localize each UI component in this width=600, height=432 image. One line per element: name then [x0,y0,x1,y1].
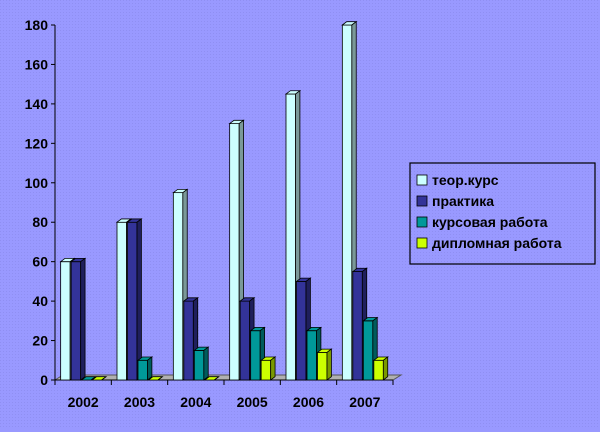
bar-front [193,350,205,381]
bar [203,376,220,381]
legend-swatch [416,216,428,228]
legend-label: курсовая работа [432,214,548,230]
bar-front [60,261,71,381]
y-tick-label: 160 [25,56,49,72]
legend-item: теор.курс [416,172,499,188]
bar-side [382,356,389,381]
bar-front [116,221,127,381]
bar [316,348,333,381]
bar-front [229,123,240,381]
bar-side [326,348,332,381]
legend-item: дипломная работа [416,235,562,251]
legend-item: практика [416,193,494,209]
y-tick-label: 80 [32,214,48,230]
bar-side [270,356,276,381]
bar [193,346,210,381]
y-tick-label: 140 [25,96,49,112]
x-tick-label: 2003 [124,394,155,410]
bar-side [214,376,219,381]
y-tick-label: 40 [32,293,48,309]
x-tick-label: 2004 [180,394,211,410]
bar [259,356,277,381]
bar-front [172,192,184,381]
bar-side [136,218,142,381]
legend-label: практика [432,193,494,209]
bar-front [362,320,374,381]
bar-side [203,346,209,381]
x-axis: 2002 2003 2004 2005 2006 2007 [54,379,394,410]
bar [147,376,164,381]
bar-front [250,330,261,381]
bar-side [157,376,163,381]
bar [80,376,97,381]
legend-item: курсовая работа [416,214,548,230]
y-tick-label: 60 [32,254,48,270]
bar-front [260,359,272,381]
bar [126,218,143,381]
y-tick-label: 120 [25,135,49,151]
legend-swatch [416,195,428,207]
x-tick-label: 2007 [349,394,380,410]
bar-front [70,261,82,381]
x-tick-label: 2006 [293,394,324,410]
bar-front [127,221,138,381]
bar-front [296,280,307,381]
bar-front [352,271,363,381]
y-tick-label: 20 [32,333,48,349]
bar [90,376,108,381]
bar-side [101,376,107,381]
legend-swatch [416,174,428,186]
bar-front [306,330,317,381]
bar-front [137,359,148,381]
bar-front [373,359,384,381]
bar-side [90,376,96,381]
x-tick-label: 2002 [68,394,99,410]
y-axis: 0 20 40 60 80 100 120 140 160 180 [25,17,56,388]
bar-front [341,24,353,381]
bar-front [317,351,328,381]
legend-swatch [416,237,428,249]
bars [59,20,389,381]
y-tick-label: 100 [25,175,49,191]
legend-box [409,162,596,265]
bar-front [285,93,296,381]
bar [69,257,87,381]
y-tick-label: 180 [25,17,49,33]
legend: теор.курс практика курсовая работа дипломна… [409,162,596,265]
bar-front [183,300,194,381]
x-tick-label: 2005 [237,394,268,410]
legend-label: дипломная работа [432,235,562,251]
y-tick-label: 0 [40,372,48,388]
bar [136,356,154,381]
bar-side [147,356,153,381]
bar [372,356,389,381]
bar-side [80,257,86,381]
bar-front [239,300,251,381]
legend-label: теор.курс [432,172,499,188]
